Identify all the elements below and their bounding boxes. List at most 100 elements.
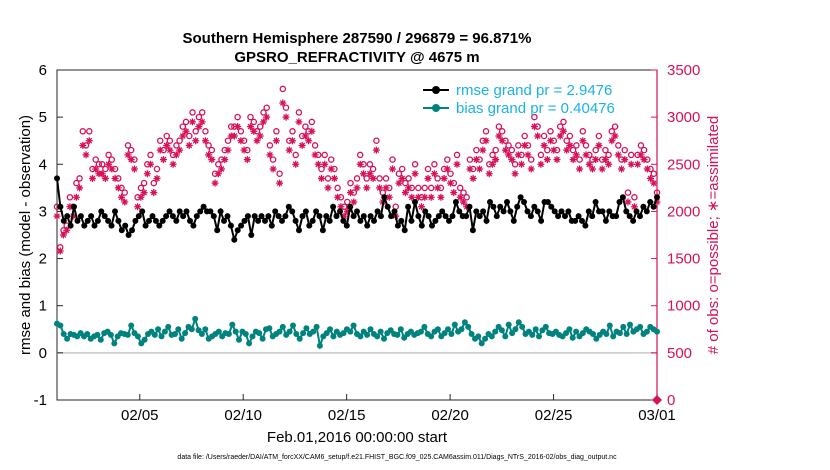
assimilated-obs-point [208,156,216,164]
data-point [521,199,527,205]
data-point [279,217,285,224]
data-point [84,331,91,337]
assimilated-obs-point [76,184,84,192]
assimilated-obs-point [279,99,287,107]
legend-bias-marker [432,104,440,112]
data-point [445,326,451,333]
assimilated-obs-point [459,198,467,206]
data-point [347,328,354,335]
possible-obs-point [489,151,496,159]
data-point [613,213,620,220]
possible-obs-point [631,194,638,201]
assimilated-obs-point [359,170,367,178]
data-point [418,222,425,229]
possible-obs-point [602,146,609,154]
assimilated-obs-point [405,184,413,192]
assimilated-obs-point [143,170,151,178]
data-point [238,222,245,229]
assimilated-obs-point [321,160,329,168]
data-point [296,227,302,234]
assimilated-obs-point [627,160,635,168]
assimilated-obs-point [101,174,109,182]
data-point [592,199,599,205]
data-point [242,331,249,337]
data-point [487,199,493,205]
assimilated-obs-point [311,151,319,159]
assimilated-obs-point [424,174,432,182]
bias-series [54,315,660,350]
assimilated-obs-point [511,170,519,178]
assimilated-obs-point [195,123,203,131]
data-point [166,208,173,215]
data-point [446,217,452,224]
possible-obs-point [205,142,212,149]
assimilated-obs-point [224,146,232,154]
data-point [316,342,323,349]
y-left-tick-label: 6 [39,62,47,79]
assimilated-obs-point [305,137,313,145]
possible-obs-point [569,146,577,154]
data-point [275,213,282,220]
data-point [569,334,576,341]
data-point [111,340,118,347]
assimilated-obs-point [182,127,190,135]
data-point [463,213,470,220]
assimilated-obs-point [237,137,245,145]
data-point [256,330,263,337]
assimilated-obs-point [553,156,561,164]
assimilated-obs-point [421,193,429,201]
assimilated-obs-point [118,193,126,201]
possible-obs-point [431,161,438,168]
assimilated-obs-point [450,189,458,197]
assimilated-obs-point [85,137,93,145]
assimilated-obs-point [643,165,651,173]
assimilated-obs-point [514,151,522,159]
assimilated-obs-point [498,137,506,145]
assimilated-obs-point [340,212,348,220]
data-point [300,330,307,337]
data-point [142,222,149,229]
data-point [57,203,64,210]
data-point [347,203,354,210]
assimilated-obs-point [434,184,442,192]
assimilated-obs-point [440,174,448,182]
assimilated-obs-point [134,203,142,211]
possible-obs-point [163,132,170,140]
data-point [589,213,596,220]
assimilated-obs-point [66,203,74,211]
assimilated-obs-point [411,170,419,178]
assimilated-obs-point [488,160,496,168]
x-tick-label: 02/10 [224,407,262,424]
possible-obs-point [427,184,435,192]
data-point [374,333,381,340]
possible-obs-point [637,142,645,149]
possible-obs-point [389,156,396,163]
possible-obs-point [179,123,187,130]
data-point [176,208,183,215]
assimilated-obs-point [447,179,455,187]
data-point [258,213,265,220]
assimilated-obs-point [579,137,587,145]
assimilated-obs-point [569,156,577,164]
assimilated-obs-point [585,160,593,168]
assimilated-obs-point [56,247,64,255]
data-point [323,213,330,220]
possible-obs-point [127,146,135,154]
possible-obs-point [173,142,180,149]
possible-obs-point [247,113,254,121]
possible-obs-point [573,142,580,149]
assimilated-obs-point [430,170,438,178]
data-point [248,232,255,238]
data-point [398,217,405,224]
data-point [551,208,558,215]
data-point [262,217,268,224]
data-point [397,326,404,333]
possible-obs-point [615,142,622,149]
data-point [141,336,148,343]
data-point [558,208,565,215]
data-point [135,213,142,220]
possible-obs-point [224,137,232,144]
data-point [234,227,241,234]
assimilated-obs-point [647,174,655,182]
